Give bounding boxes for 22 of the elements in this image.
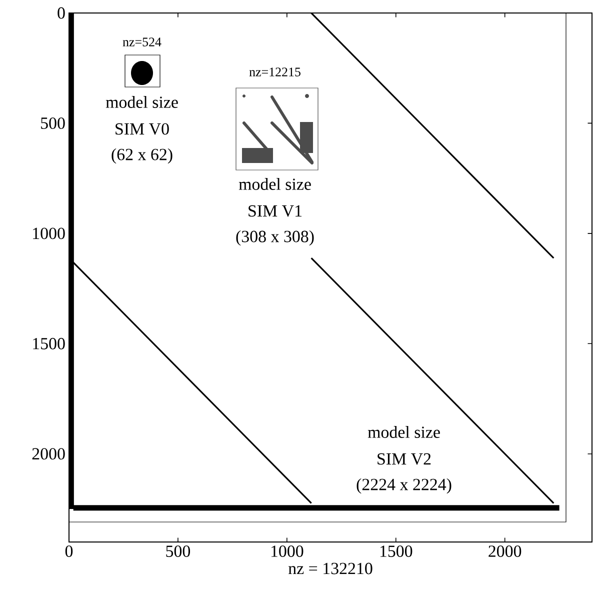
y-tick-label: 2000 — [32, 448, 65, 460]
x-tick-label: 2000 — [488, 546, 522, 557]
annotation: (308 x 308) — [236, 230, 314, 246]
x-tick-label: 500 — [166, 546, 190, 557]
x-axis-title: nz = 132210 — [288, 562, 372, 574]
annotation: SIM V1 — [248, 205, 302, 217]
annotation: (2224 x 2224) — [356, 478, 452, 494]
y-tick-label: 1500 — [33, 338, 65, 350]
annotation: model size — [106, 96, 178, 108]
annotation: model size — [368, 426, 440, 438]
y-tick-label: 0 — [58, 7, 65, 19]
annotation: model size — [238, 178, 311, 190]
y-tick-label: 500 — [41, 117, 65, 129]
annotation: SIM V2 — [378, 453, 431, 465]
y-tick-label: 1000 — [33, 228, 65, 240]
x-tick-label: 0 — [65, 546, 73, 557]
annotation: nz=524 — [122, 38, 162, 46]
annotation: (62 x 62) — [112, 148, 172, 164]
annotation: SIM V0 — [116, 123, 169, 135]
x-tick-label: 1000 — [271, 546, 304, 557]
annotation: nz=12215 — [249, 68, 300, 76]
x-tick-label: 1500 — [380, 546, 412, 557]
